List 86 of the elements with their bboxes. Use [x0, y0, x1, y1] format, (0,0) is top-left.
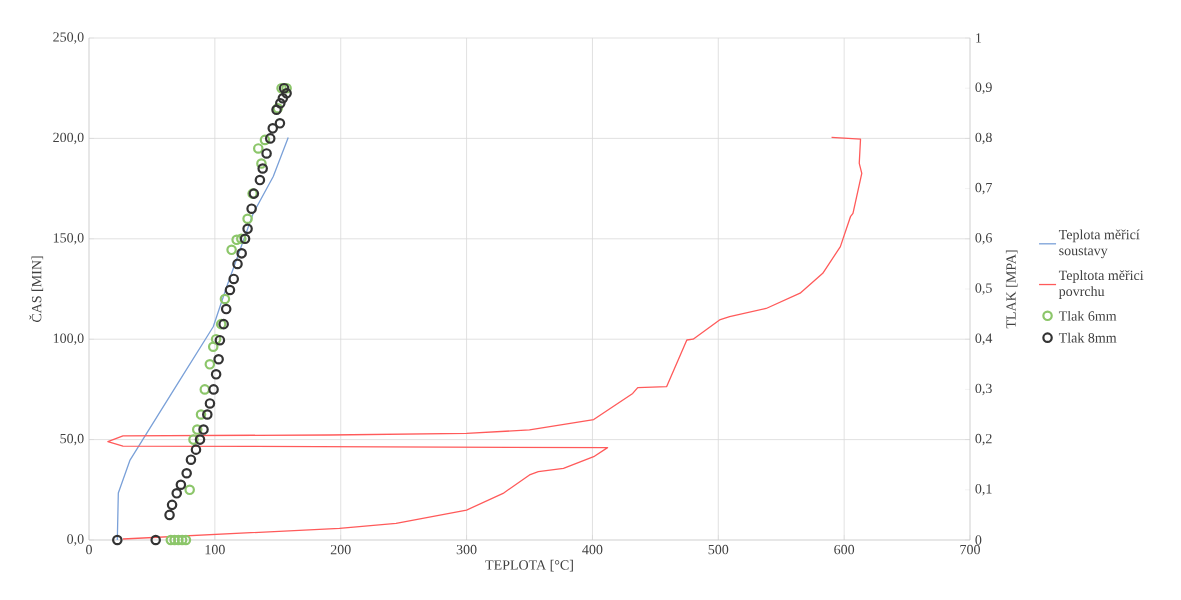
y2-tick-label: 0,9 — [975, 82, 992, 94]
point — [180, 534, 192, 546]
point — [239, 233, 251, 245]
point — [204, 359, 216, 370]
line-series — [107, 136, 863, 540]
point — [226, 244, 237, 256]
point — [194, 434, 206, 445]
y-tick-label: 100,0 — [53, 333, 84, 345]
point — [210, 333, 222, 345]
point — [242, 223, 253, 235]
point — [175, 479, 187, 491]
y-tick-label: 200,0 — [53, 132, 84, 145]
x-axis-title: TEPLOTA [°C] — [485, 559, 573, 572]
y-axis-title: ČAS [MIN] — [29, 256, 44, 323]
y2-axis-title: TLAK [MPA] — [1005, 250, 1018, 329]
point — [190, 444, 202, 455]
point — [208, 384, 219, 395]
point — [166, 499, 178, 511]
point — [169, 534, 180, 546]
y2-tick-label: 0,5 — [975, 283, 992, 295]
point — [261, 148, 272, 159]
y2-tick-label: 0,3 — [975, 383, 992, 396]
point — [253, 143, 264, 154]
point — [202, 409, 213, 420]
legend-label: Tepltota měřici povrchu — [1058, 270, 1144, 299]
legend-label: Teplota měřicí soustavy — [1058, 229, 1140, 259]
y-tick-label: 0,0 — [67, 534, 84, 546]
y-tick-label: 150,0 — [53, 233, 84, 245]
point — [275, 97, 286, 109]
point — [231, 234, 242, 246]
point — [259, 134, 271, 146]
y2-tick-label: 0,6 — [975, 233, 992, 245]
point — [236, 233, 247, 245]
y2-tick-label: 1 — [976, 33, 982, 43]
x-tick-label: 100 — [205, 544, 225, 555]
y2-tick-label: 0,8 — [975, 132, 992, 145]
y2-tick-label: 0,1 — [975, 484, 992, 496]
point — [199, 384, 211, 395]
point — [264, 133, 276, 144]
point — [274, 118, 286, 129]
x-tick-label: 300 — [456, 544, 477, 555]
point — [214, 334, 226, 346]
y2-tick-label: 0,4 — [975, 333, 993, 345]
x-tick-label: 600 — [834, 544, 855, 555]
legend-label: Tlak 6mm — [1058, 310, 1117, 321]
point — [232, 258, 243, 270]
y-tick-label: 50,0 — [60, 433, 84, 446]
point — [254, 174, 266, 186]
x-tick-label: 500 — [708, 544, 729, 555]
y2-tick-label: 0,2 — [975, 433, 992, 446]
point — [246, 203, 257, 214]
y2-tick-label: 0,7 — [975, 182, 992, 195]
x-tick-label: 0 — [86, 544, 92, 555]
point — [277, 92, 289, 104]
legend-label: Tlak 8mm — [1058, 332, 1117, 343]
point — [204, 398, 216, 409]
x-tick-label: 400 — [582, 544, 603, 555]
point — [213, 353, 224, 365]
point — [195, 409, 207, 420]
point — [188, 434, 199, 445]
point — [257, 163, 268, 174]
point — [267, 123, 279, 134]
y-tick-label: 250,0 — [53, 32, 84, 44]
line-series — [116, 136, 289, 540]
point — [150, 534, 161, 546]
point — [219, 293, 231, 305]
point — [171, 488, 183, 499]
y2-tick-label: 0 — [975, 535, 982, 545]
point — [164, 509, 175, 521]
point — [184, 484, 195, 496]
point — [210, 369, 222, 380]
point — [207, 341, 219, 353]
point — [242, 213, 253, 224]
point — [112, 534, 123, 546]
x-tick-label: 200 — [330, 544, 351, 555]
point — [224, 284, 236, 296]
point — [191, 424, 203, 435]
point — [220, 303, 232, 315]
x-tick-label: 700 — [960, 544, 980, 555]
point — [281, 87, 292, 99]
point — [256, 158, 267, 169]
point — [228, 273, 240, 285]
point — [185, 454, 197, 465]
point — [236, 248, 247, 259]
point — [181, 467, 192, 479]
point — [198, 424, 209, 435]
